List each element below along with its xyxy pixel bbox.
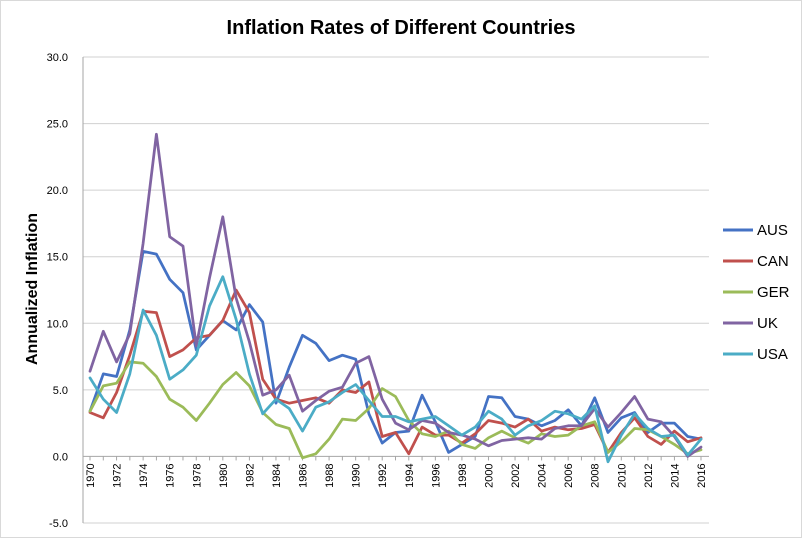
y-tick-label: 30.0 [47,52,68,64]
series-layer [88,132,703,464]
x-tick-label: 1972 [112,463,124,487]
x-tick-label: 1982 [244,463,256,487]
x-tick-label: 1984 [271,463,283,487]
legend-label-can: CAN [757,253,789,270]
x-tick-labels: 1970 1972 1974 1976 1978 1980 1982 1984 1986 1988… [85,463,708,487]
legend-label-ger: GER [757,284,790,301]
x-tick-label: 2002 [510,463,522,487]
x-tick-label: 2016 [696,463,708,487]
x-tick-label: 2012 [643,463,655,487]
series-line-usa [88,275,703,464]
series-line-uk [88,132,703,458]
y-tick-label: 5.0 [53,385,68,397]
legend-label-uk: UK [757,315,778,332]
x-tick-label: 1970 [85,463,97,487]
x-tick-label: 2008 [590,463,602,487]
x-tick-label: 1988 [324,463,336,487]
legend-label-usa: USA [757,346,788,363]
x-tick-label: 1996 [430,463,442,487]
series-line-ger [88,360,703,460]
x-tick-label: 1990 [351,463,363,487]
x-tick-label: 2010 [616,463,628,487]
y-tick-label: 25.0 [47,119,68,131]
legend-label-aus: AUS [757,222,788,239]
x-tick-label: 1976 [165,463,177,487]
y-tick-label: 20.0 [47,185,68,197]
legend: AUS CAN GER UK USA [723,222,790,363]
x-tick-label: 2014 [669,463,681,487]
chart-title: Inflation Rates of Different Countries [227,17,576,39]
x-tick-label: 1994 [404,463,416,487]
y-tick-label: 15.0 [47,252,68,264]
y-tick-labels: 30.0 25.0 20.0 15.0 10.0 5.0 0.0 -5.0 [47,52,68,530]
x-tick-label: 1978 [191,463,203,487]
x-tick-label: 1980 [218,463,230,487]
x-tick-label: 1986 [298,463,310,487]
y-axis-label: Annualized Inflation [24,213,41,365]
y-tick-label: 10.0 [47,318,68,330]
x-tick-label: 2006 [563,463,575,487]
y-tick-label: -5.0 [49,518,68,530]
y-tick-label: 0.0 [53,451,68,463]
x-tick-label: 2004 [537,463,549,487]
x-tick-label: 2000 [483,463,495,487]
grid-layer [82,56,709,524]
x-tick-label: 1992 [377,463,389,487]
x-tick-label: 1974 [138,463,150,487]
x-tick-label: 1998 [457,463,469,487]
